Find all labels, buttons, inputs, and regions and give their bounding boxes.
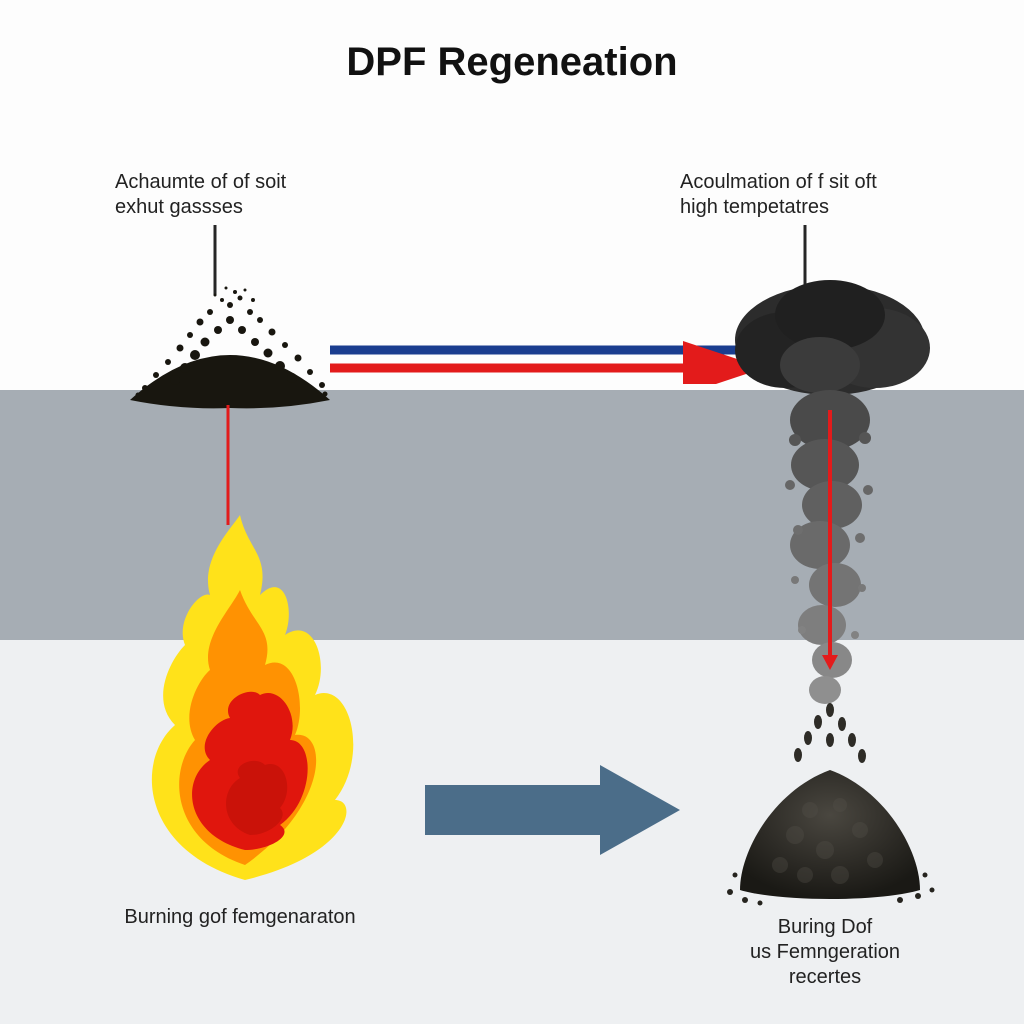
label-burning-dof: Buring Dof us Femngeration recertes <box>700 915 950 990</box>
arrow-smoke-down <box>820 410 840 670</box>
flame-icon <box>80 500 410 900</box>
label-burning-regen: Burning gof femgenaraton <box>80 905 400 930</box>
ash-pile-icon <box>700 700 960 910</box>
arrow-big-blue <box>420 760 690 860</box>
arrows-top-horizontal <box>330 338 780 384</box>
diagram-canvas: DPF Regeneation Achaumte of of soit exhu… <box>0 0 1024 1024</box>
label-soot-exhaust-l1: Achaumte of of soit <box>115 170 375 195</box>
label-accumulation-temp-l2: high tempetatres <box>680 195 980 220</box>
label-accumulation-temp-l1: Acoulmation of f sit oft <box>680 170 980 195</box>
label-burning-dof-l3: recertes <box>700 965 950 990</box>
label-soot-exhaust: Achaumte of of soit exhut gassses <box>115 170 375 220</box>
label-burning-regen-text: Burning gof femgenaraton <box>80 905 400 930</box>
label-burning-dof-l2: us Femngeration <box>700 940 950 965</box>
soot-pile-dots <box>90 250 370 410</box>
page-title: DPF Regeneation <box>0 40 1024 85</box>
label-burning-dof-l1: Buring Dof <box>700 915 950 940</box>
label-accumulation-temp: Acoulmation of f sit oft high tempetatre… <box>680 170 980 220</box>
label-soot-exhaust-l2: exhut gassses <box>115 195 375 220</box>
